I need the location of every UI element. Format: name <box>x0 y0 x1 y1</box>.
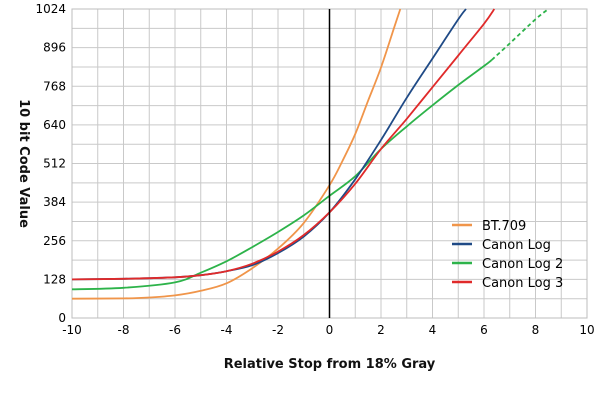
x-axis-title: Relative Stop from 18% Gray <box>224 357 436 372</box>
y-tick-label: 0 <box>58 311 66 325</box>
series-line-canon-log-2 <box>71 59 493 291</box>
y-tick-label: 768 <box>43 79 66 93</box>
legend-label-bt-709: BT.709 <box>482 219 526 234</box>
x-tick-label: 0 <box>326 323 334 337</box>
legend: BT.709 Canon Log Canon Log 2 Canon Log 3 <box>452 219 563 291</box>
y-tick-label: 640 <box>43 118 66 132</box>
series-line-canon-log-2-dashed <box>491 8 549 61</box>
x-tick-label: -2 <box>272 323 284 337</box>
series-line-canon-log-3 <box>71 8 496 281</box>
x-tick-label: -4 <box>221 323 233 337</box>
y-tick-label: 384 <box>43 195 66 209</box>
x-tick-label: 2 <box>377 323 385 337</box>
y-axis-title: 10 bit Code Value <box>16 99 31 228</box>
y-tick-label: 896 <box>43 41 66 55</box>
legend-label-canon-log: Canon Log <box>482 238 551 253</box>
legend-label-canon-log-2: Canon Log 2 <box>482 257 563 272</box>
y-tick-label: 1024 <box>35 2 66 16</box>
series-lines <box>71 8 549 300</box>
tick-labels: -10 -8 -6 -4 -2 0 2 4 6 8 10 0 128 256 384 512 640 768 896… <box>35 2 594 337</box>
x-tick-label: 8 <box>532 323 540 337</box>
x-tick-label: 10 <box>579 323 594 337</box>
x-tick-label: 4 <box>429 323 437 337</box>
series-line-bt-709 <box>71 8 402 300</box>
y-tick-label: 128 <box>43 272 66 286</box>
x-tick-label: -8 <box>118 323 130 337</box>
x-tick-label: 6 <box>480 323 488 337</box>
x-tick-label: -10 <box>62 323 82 337</box>
legend-label-canon-log-3: Canon Log 3 <box>482 276 563 291</box>
y-tick-label: 256 <box>43 234 66 248</box>
x-tick-label: -6 <box>169 323 181 337</box>
y-tick-label: 512 <box>43 157 66 171</box>
